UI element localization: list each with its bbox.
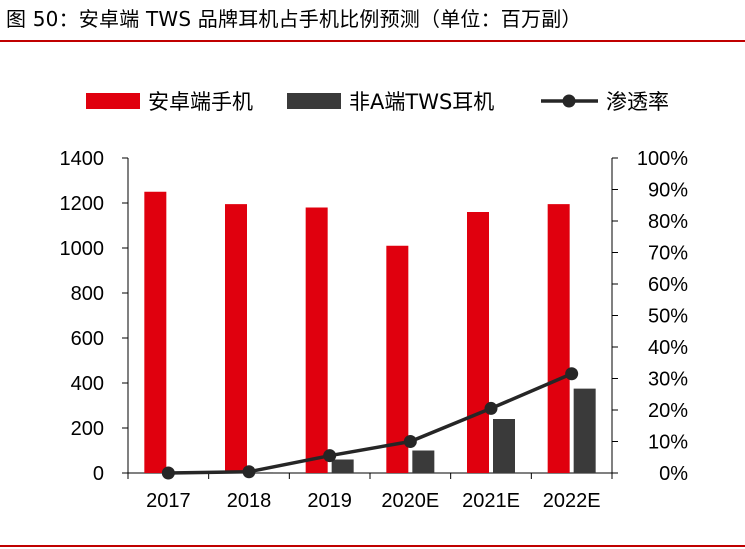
android-phone-bar (547, 204, 570, 473)
android-phone-bar (386, 245, 409, 473)
right-tick-label: 30% (648, 369, 688, 391)
x-tick-label: 2020E (381, 490, 439, 512)
penetration-point (484, 401, 498, 415)
right-tick-label: 60% (648, 274, 688, 296)
tws-earphone-bar (573, 388, 596, 473)
tws-earphone-bar (412, 450, 435, 473)
legend-swatch-android (86, 93, 140, 109)
android-phone-bar (225, 204, 247, 473)
penetration-line (168, 372, 573, 475)
penetration-point (161, 466, 175, 480)
android-phone-bar (467, 212, 489, 473)
penetration-point (403, 435, 417, 448)
x-tick-label: 2022E (543, 490, 601, 512)
android-phone-bar (144, 191, 167, 473)
tws-earphone-bar (331, 459, 354, 473)
x-tick-label: 2021E (462, 490, 520, 512)
legend-swatch-tws (287, 93, 341, 109)
right-tick-label: 80% (648, 211, 688, 233)
legend-label-tws: 非A端TWS耳机 (349, 90, 494, 114)
penetration-point (323, 449, 337, 463)
android-phone-bar (305, 207, 328, 473)
x-tick-label: 2018 (227, 490, 272, 512)
tws-earphone-bar (493, 419, 515, 473)
tws-earphone-bar (251, 472, 273, 473)
left-tick-label: 800 (71, 283, 104, 305)
chart-title: 图 50：安卓端 TWS 品牌耳机占手机比例预测（单位：百万副） (6, 7, 582, 31)
right-tick-label: 40% (648, 337, 688, 359)
right-tick-label: 70% (648, 243, 688, 265)
right-tick-label: 100% (637, 148, 688, 170)
right-tick-label: 20% (648, 400, 688, 422)
legend-label-rate: 渗透率 (606, 90, 669, 114)
penetration-point (565, 367, 579, 381)
left-tick-label: 200 (71, 418, 104, 440)
x-tick-label: 2019 (307, 490, 352, 512)
right-tick-label: 10% (648, 432, 688, 454)
left-tick-label: 1200 (60, 193, 105, 215)
right-tick-label: 90% (648, 180, 688, 202)
footer-divider (0, 545, 745, 547)
right-tick-label: 50% (648, 306, 688, 328)
left-tick-label: 1000 (60, 238, 105, 260)
penetration-point (242, 465, 256, 479)
left-tick-label: 400 (71, 373, 104, 395)
x-tick-label: 2017 (146, 490, 191, 512)
left-tick-label: 1400 (60, 148, 105, 170)
legend-label-android: 安卓端手机 (148, 90, 253, 114)
legend-marker-rate (562, 94, 576, 108)
left-tick-label: 600 (71, 328, 104, 350)
title-divider (0, 40, 745, 42)
left-tick-label: 0 (93, 463, 104, 485)
right-tick-label: 0% (659, 463, 688, 485)
